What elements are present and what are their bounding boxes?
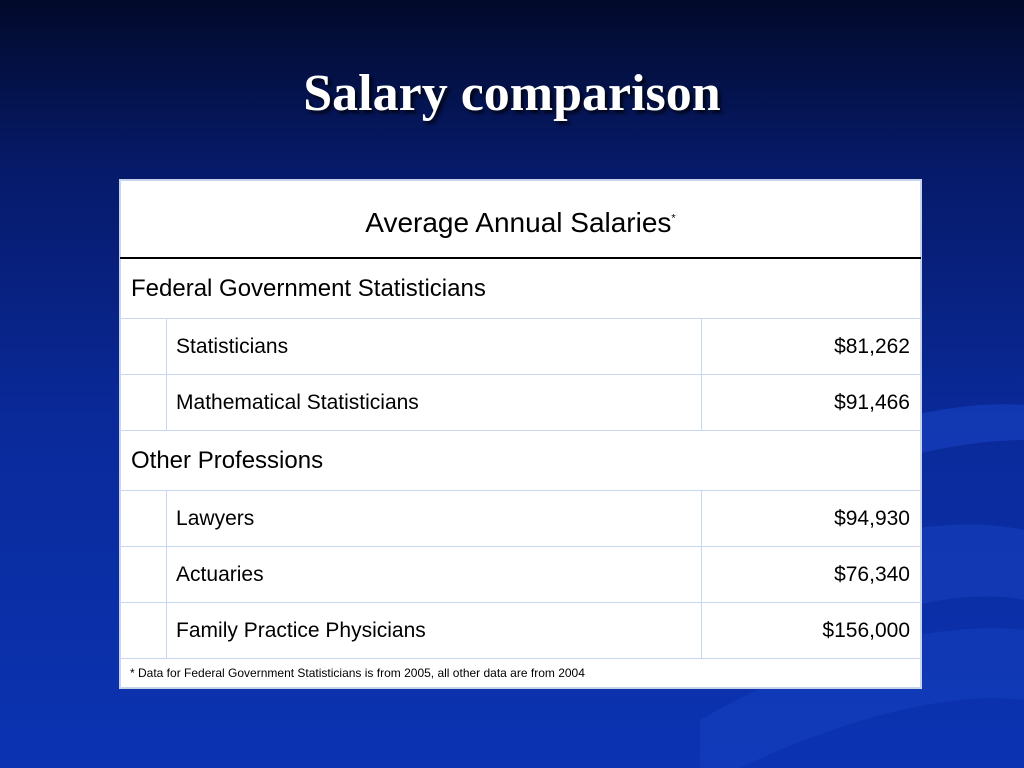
salary-value: $81,262 — [700, 318, 922, 375]
group-row: Other Professions — [120, 430, 921, 491]
footnote-text: * Data for Federal Government Statistici… — [120, 658, 921, 688]
salary-table: Average Annual Salaries* Federal Governm… — [119, 180, 922, 688]
table-row: Actuaries $76,340 — [119, 546, 922, 603]
indent-cell — [119, 602, 168, 659]
table-header-cell: Average Annual Salaries* — [120, 180, 921, 259]
table-header-row: Average Annual Salaries* — [120, 180, 921, 259]
table-header-label: Average Annual Salaries — [365, 207, 672, 238]
profession-name: Family Practice Physicians — [166, 602, 702, 659]
group-label: Other Professions — [120, 430, 921, 491]
slide-title: Salary comparison — [303, 65, 721, 122]
profession-name: Statisticians — [166, 318, 702, 375]
table-row: Statisticians $81,262 — [119, 318, 922, 375]
salary-value: $156,000 — [700, 602, 922, 659]
table-row: Family Practice Physicians $156,000 — [119, 602, 922, 659]
indent-cell — [119, 374, 168, 431]
profession-name: Mathematical Statisticians — [166, 374, 702, 431]
salary-value: $91,466 — [700, 374, 922, 431]
indent-cell — [119, 318, 168, 375]
profession-name: Lawyers — [166, 490, 702, 547]
footnote-row: * Data for Federal Government Statistici… — [120, 658, 921, 688]
group-label: Federal Government Statisticians — [120, 257, 921, 319]
salary-value: $94,930 — [700, 490, 922, 547]
indent-cell — [119, 490, 168, 547]
group-row: Federal Government Statisticians — [120, 257, 921, 319]
table-row: Mathematical Statisticians $91,466 — [119, 374, 922, 431]
table-row: Lawyers $94,930 — [119, 490, 922, 547]
footnote-marker: * — [671, 212, 676, 225]
indent-cell — [119, 546, 168, 603]
salary-value: $76,340 — [700, 546, 922, 603]
profession-name: Actuaries — [166, 546, 702, 603]
